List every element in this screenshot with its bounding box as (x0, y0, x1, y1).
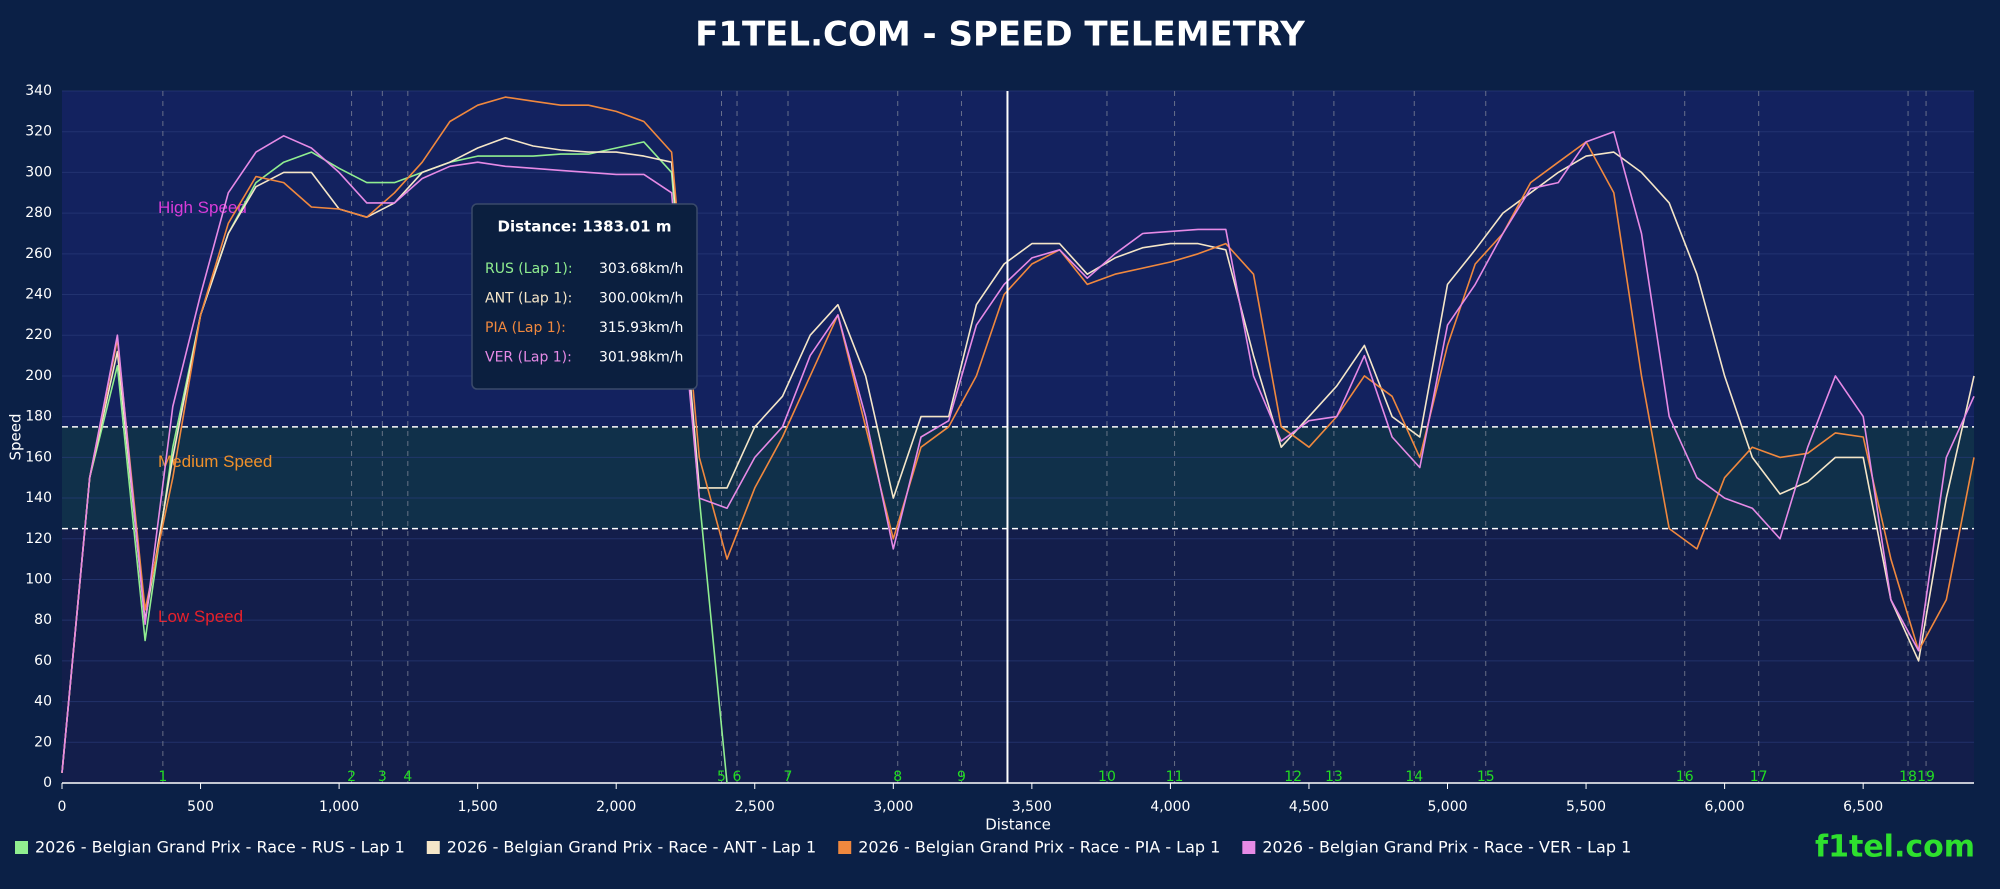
x-tick-label: 5,000 (1427, 799, 1467, 815)
legend-swatch (838, 841, 852, 854)
y-tick-label: 220 (25, 327, 52, 343)
tooltip-value: 301.98km/h (599, 350, 683, 366)
zone-label: Medium Speed (158, 452, 272, 471)
corner-label: 12 (1284, 769, 1302, 785)
x-tick-label: 2,000 (596, 799, 636, 815)
x-tick-label: 6,000 (1705, 799, 1745, 815)
corner-label: 13 (1325, 769, 1343, 785)
y-tick-label: 120 (25, 531, 52, 547)
series-line (61, 137, 1975, 773)
y-axis-label: Speed (7, 413, 25, 460)
y-tick-label: 60 (34, 653, 52, 669)
corner-label: 16 (1676, 769, 1694, 785)
x-tick-label: 3,000 (873, 799, 913, 815)
corner-label: 4 (403, 769, 412, 785)
tooltip-value: 300.00km/h (599, 291, 683, 307)
x-tick-label: 2,500 (735, 799, 775, 815)
legend-swatch (426, 841, 440, 854)
x-axis-label: Distance (985, 816, 1051, 834)
speed-zone (62, 91, 1974, 427)
y-tick-label: 40 (34, 694, 52, 710)
zone-label: High Speed (158, 198, 247, 217)
corner-label: 11 (1166, 769, 1184, 785)
y-tick-label: 340 (25, 83, 52, 99)
x-tick-label: 3,500 (1012, 799, 1052, 815)
series-line (61, 96, 1975, 773)
corner-label: 8 (893, 769, 902, 785)
y-tick-label: 20 (34, 734, 52, 750)
x-tick-label: 6,500 (1843, 799, 1883, 815)
corner-label: 15 (1477, 769, 1495, 785)
x-tick-label: 500 (187, 799, 214, 815)
y-tick-label: 0 (43, 775, 52, 791)
y-tick-label: 160 (25, 449, 52, 465)
y-tick-label: 180 (25, 409, 52, 425)
legend-swatch (15, 841, 28, 854)
zone-label: Low Speed (158, 607, 243, 626)
x-tick-label: 1,000 (319, 799, 359, 815)
chart-title: F1TEL.COM - SPEED TELEMETRY (695, 15, 1305, 55)
corner-label: 10 (1098, 769, 1116, 785)
y-tick-label: 80 (34, 612, 52, 628)
tooltip-label: RUS (Lap 1): (485, 261, 573, 277)
x-tick-label: 4,500 (1289, 799, 1329, 815)
legend-swatch (1242, 841, 1256, 854)
corner-label: 9 (957, 769, 966, 785)
speed-zone (62, 528, 1974, 783)
y-tick-label: 240 (25, 287, 52, 303)
corner-label: 6 (733, 769, 742, 785)
y-tick-label: 320 (25, 124, 52, 140)
corner-label: 2 (347, 769, 356, 785)
corner-label: 19 (1917, 769, 1935, 785)
x-tick-label: 0 (58, 799, 67, 815)
series-line (61, 130, 1975, 773)
y-tick-label: 200 (25, 368, 52, 384)
corner-label: 14 (1405, 769, 1423, 785)
y-tick-label: 100 (25, 571, 52, 587)
legend-label: 2026 - Belgian Grand Prix - Race - RUS -… (35, 838, 405, 857)
tooltip-title: Distance: 1383.01 m (498, 218, 672, 236)
x-tick-label: 4,000 (1150, 799, 1190, 815)
speed-zone (62, 426, 1974, 529)
y-tick-label: 300 (25, 164, 52, 180)
y-tick-label: 140 (25, 490, 52, 506)
tooltip-value: 303.68km/h (599, 261, 683, 277)
y-tick-label: 280 (25, 205, 52, 221)
legend-label: 2026 - Belgian Grand Prix - Race - ANT -… (447, 838, 816, 857)
corner-label: 5 (717, 769, 726, 785)
x-tick-label: 1,500 (458, 799, 498, 815)
brand: f1tel.com (1815, 830, 1975, 865)
tooltip-label: VER (Lap 1): (485, 350, 572, 366)
tooltip-box (471, 203, 698, 390)
x-tick-label: 5,500 (1566, 799, 1606, 815)
plot-area: 0204060801001201401601802002202402602803… (25, 83, 1975, 815)
corner-label: 3 (378, 769, 387, 785)
series-line (61, 141, 728, 784)
legend-label: 2026 - Belgian Grand Prix - Race - PIA -… (858, 838, 1220, 857)
y-tick-label: 260 (25, 246, 52, 262)
corner-label: 7 (784, 769, 793, 785)
tooltip-value: 315.93km/h (599, 320, 683, 336)
tooltip-label: PIA (Lap 1): (485, 320, 566, 336)
corner-label: 18 (1899, 769, 1917, 785)
tooltip-label: ANT (Lap 1): (485, 291, 572, 307)
corner-label: 17 (1750, 769, 1768, 785)
legend-label: 2026 - Belgian Grand Prix - Race - VER -… (1262, 838, 1631, 857)
corner-label: 1 (158, 769, 167, 785)
